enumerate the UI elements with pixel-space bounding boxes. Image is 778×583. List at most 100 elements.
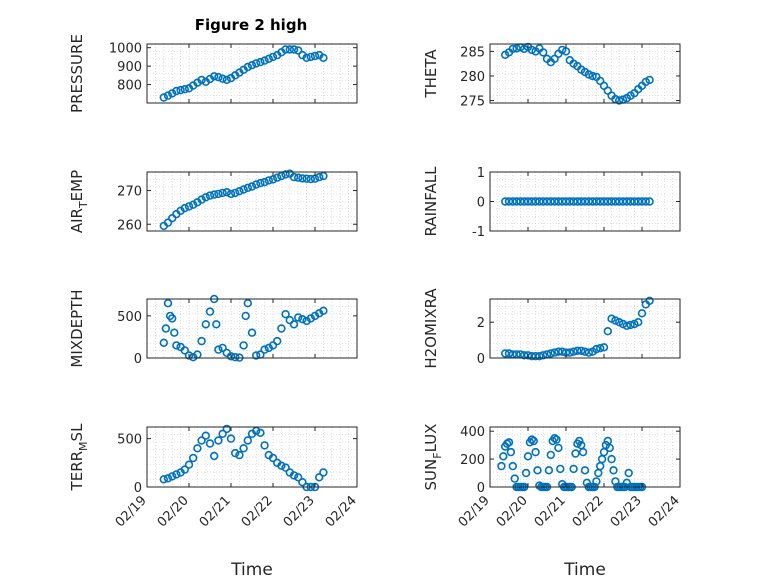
data-point [588,71,597,81]
data-point [226,352,236,361]
data-point [523,351,533,360]
data-point [306,174,315,184]
data-point [595,344,605,353]
data-point [210,451,219,461]
data-point [201,193,211,202]
data-point [544,466,554,475]
data-point [281,170,290,179]
data-point [546,450,555,460]
data-point [497,461,506,471]
data-point [222,75,232,85]
data-point [609,466,618,475]
data-point [594,468,603,478]
data-point [260,345,269,354]
grid-lines [490,172,680,231]
data-point [531,447,540,457]
data-point [506,447,516,457]
data-point [569,464,578,474]
data-point [289,320,299,329]
figure-title: Figure 2 high [195,16,308,34]
axes-box [489,426,681,488]
data-point [603,327,612,336]
data-point [180,465,190,474]
data-point [180,346,190,355]
data-point [315,473,324,482]
data-point [557,45,567,55]
data-point [607,197,616,206]
data-point [277,171,286,181]
data-point [319,53,328,62]
y-tick-label: 275 [460,95,485,110]
data-point [637,309,647,318]
data-point [546,349,555,358]
data-point [626,197,635,206]
data-point [285,315,294,325]
x-tick-label: 02/22 [239,493,276,530]
data-point [569,197,578,206]
data-point [546,197,555,206]
data-point [584,348,593,357]
data-point [273,173,282,182]
y-tick-label: 0 [134,352,142,367]
data-point [189,200,198,209]
chart-panel-mixdepth: 0 500 MIXDEPTH [68,289,358,368]
data-point [281,310,290,319]
data-point [218,74,227,83]
data-point [531,352,540,361]
data-point [310,51,320,61]
data-point [243,436,253,445]
data-point [285,45,294,54]
data-point [578,447,588,457]
data-point [172,341,181,350]
data-point [580,347,590,356]
data-point [561,197,571,206]
data-point [172,86,181,96]
data-point [268,341,278,350]
chart-panel-sun-flux: 0 200 400 02/19 02/20 02/21 02/22 02/23 02/24 Tim… [422,424,683,580]
data-point [222,188,232,197]
data-point [512,44,521,53]
data-point [264,54,273,63]
data-point [239,444,248,453]
data-point [508,461,517,471]
chart-panel-rainfall: -1 0 1 RAINFALL [422,166,681,240]
data-point [588,197,597,206]
data-point [256,57,265,67]
data-point [624,468,633,478]
data-point [289,172,299,182]
data-point [565,197,574,206]
data-point [557,347,567,356]
axes-box [489,43,681,104]
data-point [637,197,647,206]
data-point [212,320,221,329]
data-point [529,436,538,446]
data-markers [501,197,654,206]
data-point [197,75,206,85]
data-point [184,460,194,469]
data-point [302,316,311,326]
data-point [201,431,211,440]
data-point [599,197,609,206]
data-point [214,345,223,354]
data-point [260,441,269,450]
data-point [614,96,624,105]
data-point [302,174,311,183]
axes-box [146,43,358,104]
data-point [554,197,563,206]
data-point [289,45,299,54]
chart-panel-pressure: 800 900 1000 PRESSURE [68,34,358,113]
data-point [197,195,206,204]
data-point [595,197,605,206]
data-point [210,190,219,199]
data-point [573,346,582,355]
data-point [205,439,215,448]
data-point [573,197,582,206]
data-point [252,351,261,360]
data-point [214,436,223,445]
data-point [504,349,514,358]
data-point [510,474,519,483]
data-point [580,197,590,206]
y-tick-label: 500 [117,310,142,325]
data-point [264,343,273,353]
data-point [499,452,508,461]
